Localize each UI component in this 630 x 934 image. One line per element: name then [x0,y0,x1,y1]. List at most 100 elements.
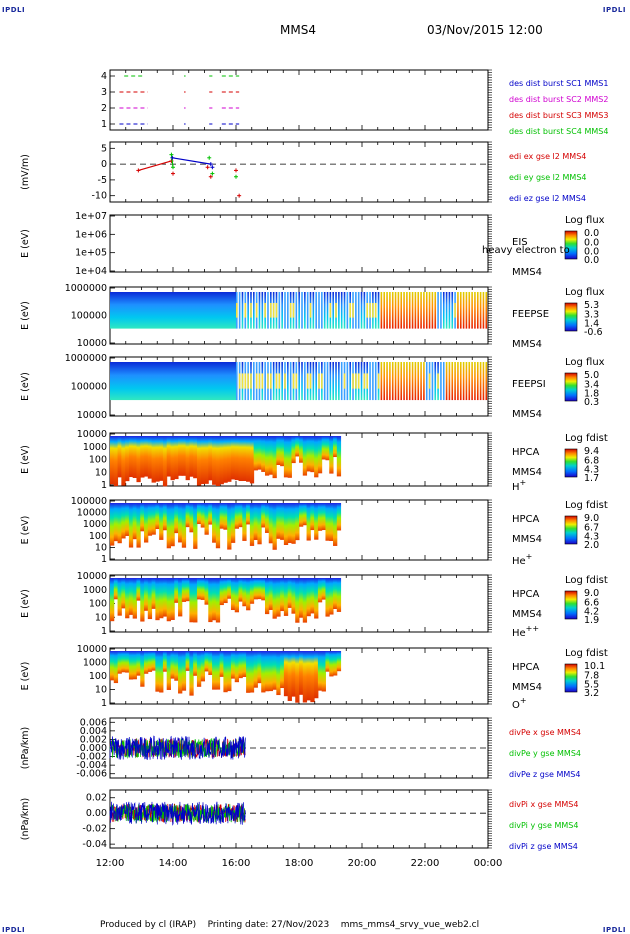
spectrogram-column [299,578,304,618]
spectrogram-column [325,651,330,672]
spacecraft-label: MMS4 [512,339,542,350]
corner-label-bottom-left: IPDLI [2,926,26,934]
spectrogram-stripe [338,362,340,401]
colorbar-title: Log fdist [565,433,608,444]
spectrogram-column [299,651,304,695]
spectrogram-column [264,436,270,476]
spectrogram-column [295,578,300,623]
legend-entry: des dist burst SC1 MMS1 [509,79,608,88]
spectrogram-column [291,578,296,614]
spectrogram-stripe [267,292,269,329]
panel-1: 4 3 2 1 des dist burst SC1 MMS1 des dist burs… [101,69,608,136]
spectrogram-stripe [391,292,394,329]
spectrogram-stripe [264,362,266,401]
y-axis-label: (mV/m) [20,154,31,190]
colorbar-tick-label: 7.8 [584,670,599,681]
spectrogram-column [215,651,221,690]
spectrogram-stripe [380,292,383,329]
spectrogram-column [246,578,251,611]
x-tick-label: 22:00 [411,858,440,869]
data-spike [138,160,172,171]
panel-extra-label: heavy electron to [482,245,570,256]
spectrogram-column [249,436,255,484]
spectrogram-stripe [440,362,442,401]
colorbar-tick-label: 5.5 [584,680,599,691]
spectrogram-column [117,436,122,478]
spectrogram-stripe [258,292,261,329]
spectrogram-column [162,503,168,531]
spectrogram-column [238,578,243,602]
spectrogram-column [151,578,156,609]
spectrogram-stripe [278,292,281,329]
colorbar-tick-label: 1.4 [584,319,599,330]
y-axis-label: E (eV) [20,301,31,330]
spectrogram-stripe [372,362,374,401]
spectrogram-stripe [346,292,349,329]
spectrogram-column [321,651,326,692]
spectrogram-column [200,651,205,682]
colorbar-tick-label: 6.6 [584,597,599,608]
spectrogram-column [162,578,168,617]
spectrogram-column [306,651,311,701]
spectrogram-column [280,503,285,540]
y-tick-label: 5 [101,143,107,154]
spectrogram-column [333,651,338,676]
spectrogram-stripe [306,373,309,389]
spectrogram-stripe [306,292,309,329]
spectrogram-column [329,578,334,615]
spectrogram-column [291,503,296,544]
instrument-label: FEEPSE [512,309,549,320]
y-tick-label: 1000 [83,519,107,530]
spectrogram-stripe [445,292,448,329]
y-tick-label: 1 [101,626,107,637]
spectrogram-stripe [420,292,422,329]
spectrogram-column [144,578,149,611]
printing-date-label: Printing date: 27/Nov/2023 [207,920,330,930]
spacecraft-label: MMS4 [512,682,542,693]
y-tick-label: 1e+06 [75,229,107,240]
legend-entry: des dist burst SC2 MMS2 [509,95,608,104]
instrument-label: HPCA [512,447,540,458]
spectrogram-stripe [287,362,289,401]
spectrogram-column [253,651,258,688]
spectrogram-stripe [360,362,363,401]
spectrogram-stripe [312,362,315,401]
spectrogram-column [136,651,141,676]
spectrogram-column [193,503,198,549]
spectrogram-stripe [448,362,451,401]
spectrogram-stripe [301,292,303,329]
spectrogram-stripe [468,362,471,401]
spectrogram-stripe [326,292,329,329]
spectrogram-stripe [250,302,252,318]
y-tick-label: 0.002 [80,734,107,745]
species-charge: ++ [526,624,539,633]
spectrogram-stripe [374,302,377,318]
spectrogram-stripe [377,292,380,329]
spectrogram-column [238,651,243,679]
spectrogram-column [291,436,296,464]
spectrogram-stripe [355,292,357,329]
colorbar [564,663,578,693]
colorbar [564,515,578,545]
spectrogram-column [110,651,115,681]
y-tick-label: 1e+04 [75,266,107,277]
y-axis-label: E (eV) [20,372,31,401]
spectrogram-stripe [275,302,278,318]
spectrogram-column [242,503,247,541]
y-tick-label: 1 [101,698,107,709]
y-tick-label: 1e+05 [75,248,107,259]
spectrogram-stripe [394,292,397,329]
spectrogram-stripe [377,373,380,389]
spectrogram-column [208,436,213,481]
spectrogram-column [264,578,270,615]
spectrogram-column [196,503,202,525]
legend-entry: divPi z gse MMS4 [509,842,578,851]
spectrogram-column [295,503,300,541]
spectrogram-column [325,578,330,617]
spectrogram-column [117,578,122,616]
spectrogram-column [302,503,308,526]
spectrogram-stripe [471,362,473,401]
spectrogram-stripe [397,362,400,401]
spectrogram-stripe [312,292,315,329]
